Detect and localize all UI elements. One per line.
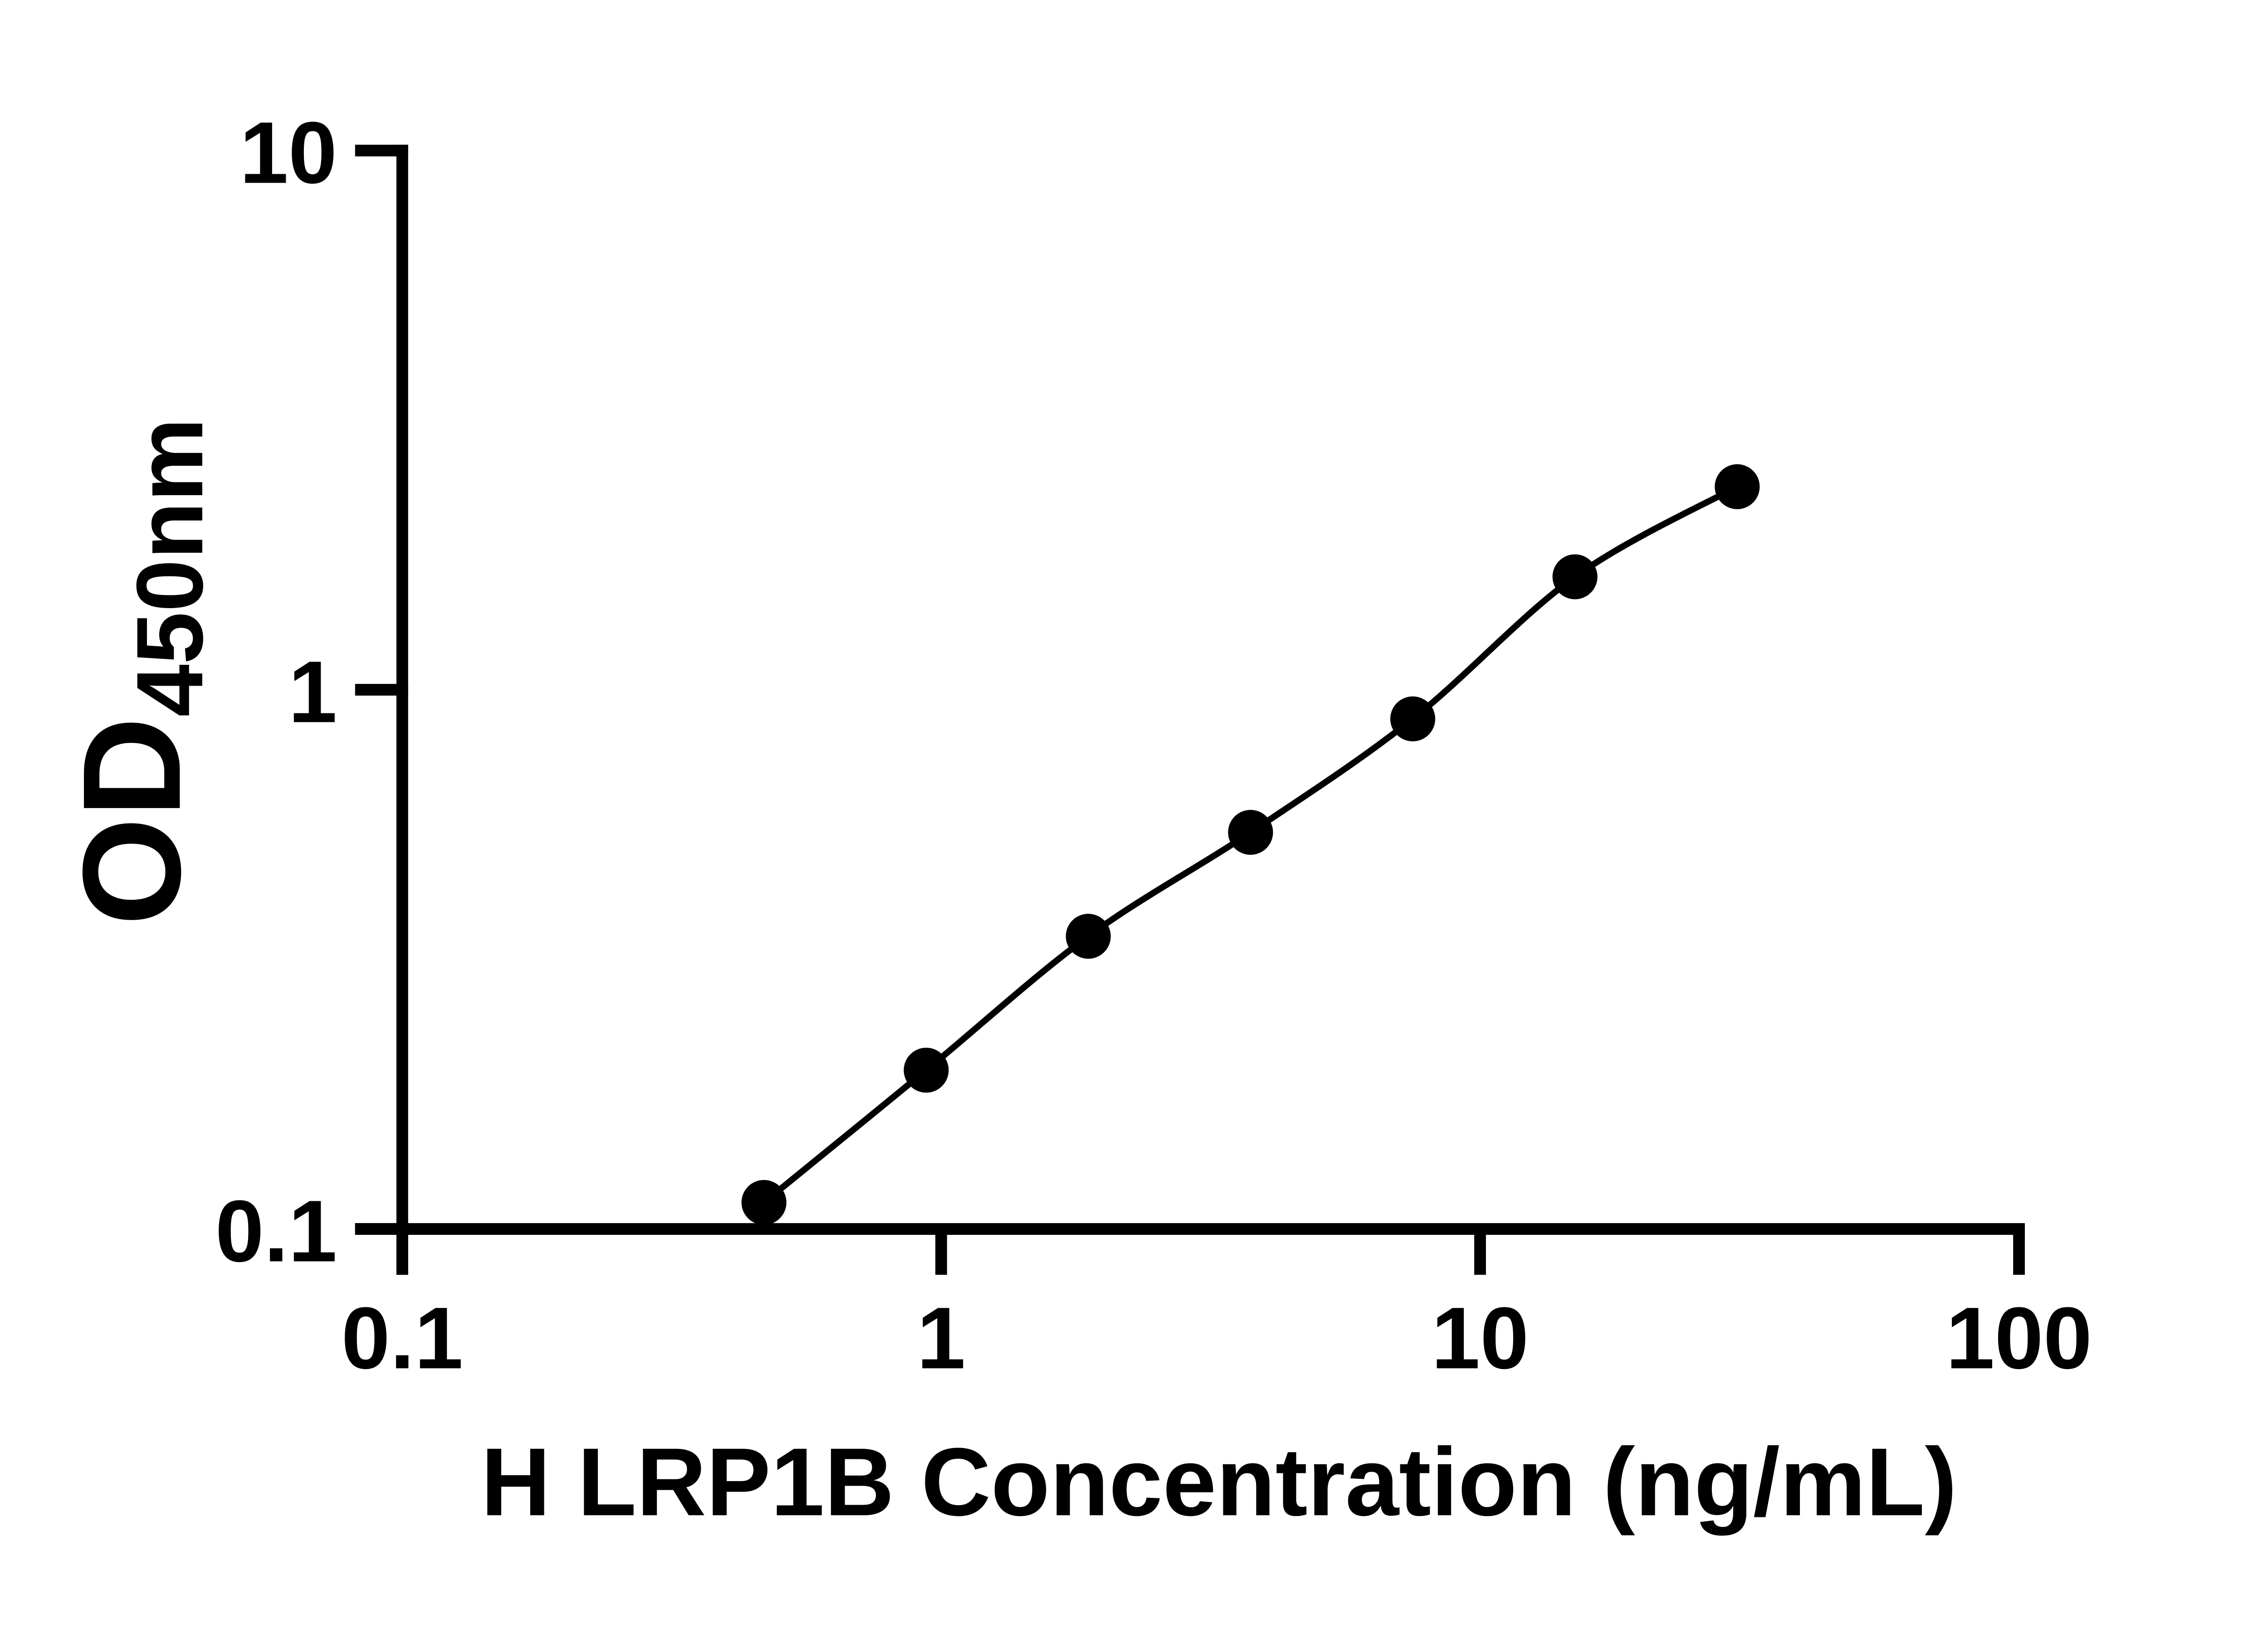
data-point: [741, 1180, 787, 1225]
y-axis-title-subscript: 450nm: [117, 418, 223, 717]
x-tick-label: 1: [917, 1289, 965, 1387]
x-axis-title: H LRP1B Concentration (ng/mL): [481, 1428, 1957, 1536]
data-point: [1552, 554, 1598, 600]
x-tick-label: 0.1: [342, 1289, 464, 1387]
tick-labels: 0.1 1 10 0.1 1 10 100: [215, 103, 2092, 1387]
data-points: [741, 464, 1760, 1225]
x-tick-label: 10: [1432, 1289, 1529, 1387]
y-tick-label: 1: [288, 643, 337, 741]
data-point: [1715, 464, 1760, 509]
axes: [355, 145, 2025, 1275]
ticks: [355, 145, 2025, 1275]
y-tick-label: 0.1: [215, 1182, 337, 1280]
data-point: [1228, 809, 1273, 855]
data-point: [1390, 696, 1436, 741]
data-point: [1066, 914, 1111, 959]
data-point: [904, 1048, 949, 1093]
x-tick-label: 100: [1946, 1289, 2092, 1387]
y-axis-title-main: OD: [54, 717, 210, 926]
y-axis-title: OD450nm: [54, 418, 223, 926]
y-tick-label: 10: [240, 103, 337, 201]
